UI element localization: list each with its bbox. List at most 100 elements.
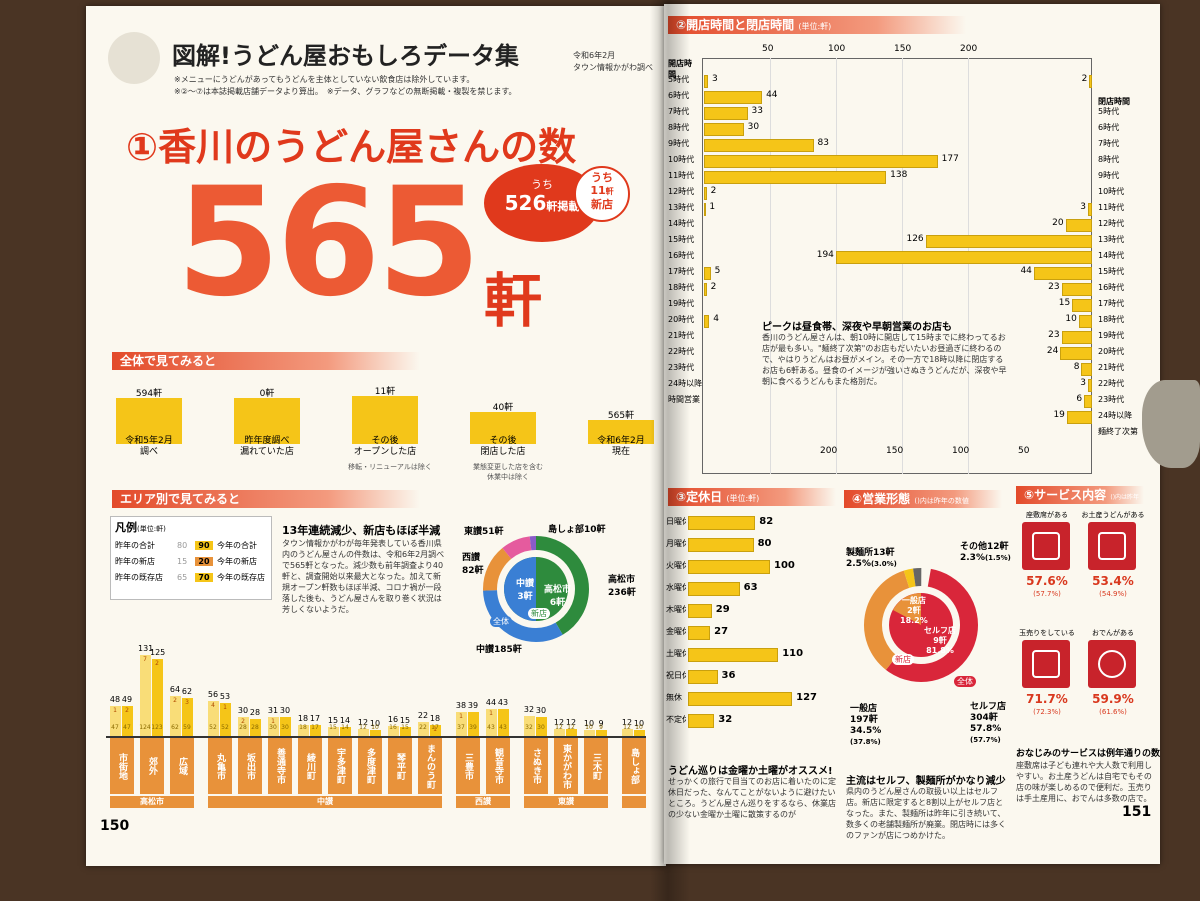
area-bar-cur [566, 728, 577, 736]
open-value: 4 [713, 314, 719, 324]
closed-bar [688, 648, 779, 662]
top-tick: 50 [762, 44, 774, 54]
legend-value: 65 [177, 572, 188, 582]
area-name: さぬき市 [524, 738, 548, 794]
hours-open-label: 9時代 [668, 139, 690, 148]
hours-open-label: 22時代 [668, 347, 695, 356]
biz-other-prev: (1.5%) [984, 554, 1011, 562]
area-prev-existing: 15 [329, 724, 337, 731]
area-cur-existing: 14 [341, 724, 349, 731]
top-tick: 150 [894, 44, 912, 54]
overall-label: 令和5年2月 調べ [125, 436, 173, 457]
biz-ippan [864, 568, 978, 682]
legend-right-label: 今年の新店 [217, 556, 257, 566]
area-name: 三木町 [584, 738, 608, 794]
biz-seimen-prev: (3.0%) [870, 560, 897, 568]
open-bar [704, 107, 748, 120]
hours-close-label: 13時代 [1098, 235, 1125, 244]
hours-unit: (単位:軒) [798, 22, 832, 31]
area-prev-value: 38 [455, 701, 467, 711]
hours-close-label: 6時代 [1098, 123, 1120, 132]
area-bar-cur [370, 729, 381, 736]
closed-value: 27 [714, 626, 729, 637]
hours-close-label: 9時代 [1098, 171, 1120, 180]
hours-open-label: 6時代 [668, 91, 690, 100]
area-bar-prev [268, 716, 279, 736]
area-cur-new: 3 [185, 698, 189, 706]
area-cur-new: 1 [433, 725, 437, 733]
peak-heading: ピークは昼食帯、深夜や早朝営業のお店も [762, 322, 952, 333]
biz-self-pct: 57.8% [970, 724, 1002, 734]
area-prev-new: 1 [271, 717, 275, 725]
closed-bar [688, 604, 712, 618]
area-cur-existing: 39 [469, 724, 477, 731]
overall-box [588, 420, 654, 444]
area-prev-existing: 12 [623, 724, 631, 731]
area-cur-existing: 43 [499, 724, 507, 731]
area-cur-existing: 12 [567, 724, 575, 731]
biz-tag-new: 新店 [892, 654, 914, 665]
page-number-left: 150 [100, 818, 130, 834]
hours-close-label: 10時代 [1098, 187, 1125, 196]
overall-value: 11軒 [374, 387, 396, 397]
section-title: ①香川のうどん屋さんの数 [126, 125, 577, 169]
area-bar-prev [170, 696, 181, 736]
legend-value: 15 [177, 556, 188, 566]
area-prev-existing: 37 [457, 724, 465, 731]
closed-bar [688, 626, 711, 640]
open-value: 30 [747, 122, 760, 132]
overall-box [234, 398, 300, 444]
legend-unit: (単位:軒) [137, 525, 166, 533]
page-title: 図解!うどん屋おもしろデータ集 [172, 42, 519, 70]
open-value: 1 [709, 202, 716, 212]
area-name: 郊外 [140, 738, 164, 794]
area-bar-cur [468, 711, 479, 736]
area-prev-existing: 52 [209, 724, 217, 731]
biz-other-pct: 2.3% [960, 553, 985, 563]
closed-bar [688, 582, 740, 596]
closed-value: 63 [743, 582, 758, 593]
closed-label: 祝日休 [666, 671, 686, 680]
area-prev-value: 12 [553, 717, 565, 727]
biz-other-label: その他12軒 2.3%(1.5%) [960, 542, 1011, 564]
area-cur-existing: 59 [183, 724, 191, 731]
area-donut [483, 536, 589, 642]
area-cur-value: 39 [467, 700, 479, 710]
area-prev-existing: 43 [487, 724, 495, 731]
biz-donut [864, 568, 978, 682]
area-header: エリア別で見てみると [112, 490, 420, 508]
overall-note: 業態変更した店を含む 休業中は除く [473, 463, 543, 481]
legend-right-value: 90 [195, 540, 213, 550]
right-page: ②開店時間と閉店時間 (単位:軒) 開店時間 閉店時間 50 100 150 200 200… [664, 4, 1160, 864]
icon-inner [1032, 532, 1060, 560]
icon-inner [1098, 650, 1126, 678]
closed-label: 土曜休 [666, 649, 686, 658]
closed-value: 32 [718, 714, 733, 725]
noodle-ball-icon [1022, 640, 1070, 688]
area-bar-cur [400, 726, 411, 736]
service-prev: (57.7%) [1033, 590, 1061, 598]
hours-open-label: 11時代 [668, 171, 695, 180]
oden-icon [1088, 640, 1136, 688]
overall-note: 移転・リニューアルは除く [348, 463, 432, 471]
area-prev-value: 131 [138, 643, 154, 653]
area-bar-cur [310, 725, 321, 736]
bubble-uchi: うち [531, 178, 553, 191]
close-bar [835, 251, 1092, 264]
area-cur-value: 10 [369, 718, 381, 728]
area-cur-existing: 10 [635, 724, 643, 731]
area-bar-chart: 48 49 47 47 1 2 市街地 131 125 124 123 7 2 郊外 64 62 62 59 2 3 広… [106, 643, 650, 808]
big-unit: 軒 [484, 267, 543, 335]
area-name: 宇多津町 [328, 738, 352, 794]
area-cur-existing: 123 [151, 724, 163, 731]
biz-other-name: その他12軒 [960, 542, 1009, 552]
hours-header: ②開店時間と閉店時間 (単位:軒) [668, 16, 966, 34]
area-prev-existing: 10 [585, 724, 593, 731]
area-prev-new: 2 [173, 697, 177, 705]
area-name: 善通寺市 [268, 738, 292, 794]
closed-bar [688, 516, 756, 530]
area-bar-prev [208, 701, 219, 736]
biz-inner-self-label: セルフ店 9軒 81.8% [924, 626, 956, 655]
biz-ippan-pct: 34.5% [850, 726, 882, 736]
area-bar-prev [328, 726, 339, 736]
